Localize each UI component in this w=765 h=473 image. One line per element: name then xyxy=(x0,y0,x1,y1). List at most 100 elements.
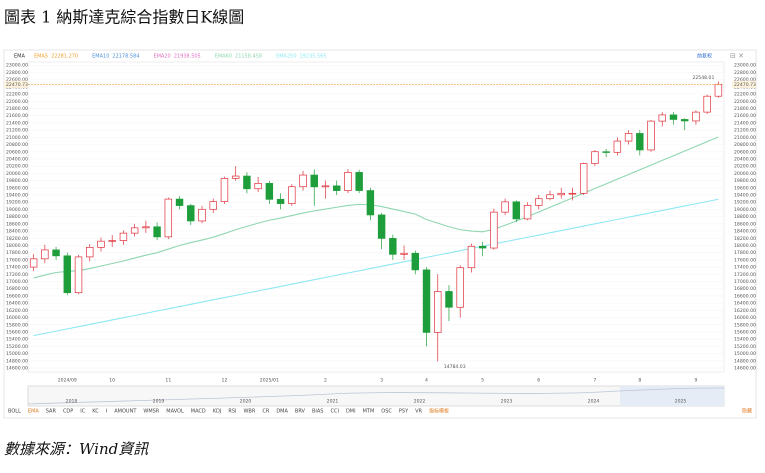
adjust-button[interactable]: 前复权 xyxy=(697,53,712,60)
indicator-tab[interactable]: DMA xyxy=(276,409,288,415)
indicator-tab[interactable]: EMA xyxy=(28,409,39,415)
y-tick-label: 20800.00 xyxy=(6,142,28,148)
x-tick-label: 5 xyxy=(481,378,484,384)
indicator-tab[interactable]: CCI xyxy=(330,409,338,415)
indicator-tab[interactable]: CDP xyxy=(63,409,73,415)
indicator-tab[interactable]: RSI xyxy=(228,409,236,415)
y-tick-label: 18600.00 xyxy=(6,221,28,227)
y-tick-label-right: 21600.00 xyxy=(734,113,756,119)
legend-value[interactable]: 22178.584 xyxy=(112,54,139,60)
y-tick-label: 19400.00 xyxy=(6,193,28,199)
indicator-tab[interactable]: BRV xyxy=(295,409,306,415)
navigator[interactable] xyxy=(27,385,725,407)
navigator-year[interactable]: 2019 xyxy=(153,399,165,405)
indicator-tab[interactable]: MACD xyxy=(191,409,206,415)
candle-body xyxy=(400,252,408,255)
y-tick-label: 17200.00 xyxy=(6,272,28,278)
candle-body xyxy=(714,83,723,97)
hide-button[interactable]: 隐藏 xyxy=(742,408,752,415)
candle-body xyxy=(97,240,105,248)
y-tick-label: 22600.00 xyxy=(6,77,28,83)
candle-body xyxy=(579,163,588,194)
toolbar-label[interactable]: EMA xyxy=(14,54,25,60)
legend-value[interactable]: 22281.270 xyxy=(51,54,78,60)
legend-name[interactable]: EMA250 xyxy=(276,54,296,60)
y-tick-label-right: 19800.00 xyxy=(734,178,756,184)
y-tick-label-right: 14800.00 xyxy=(734,358,756,364)
x-tick-label: 10 xyxy=(109,378,115,384)
indicator-tab[interactable]: I xyxy=(106,409,107,415)
legend-name[interactable]: EMA60 xyxy=(215,54,232,60)
y-tick-label: 17800.00 xyxy=(6,250,28,256)
candle-body xyxy=(478,245,487,249)
navigator-window[interactable] xyxy=(620,386,724,406)
legend-value[interactable]: 21938.505 xyxy=(174,54,201,60)
last-price-label-right: 22470.73 xyxy=(734,82,756,88)
legend-name[interactable]: EMA20 xyxy=(153,54,170,60)
indicator-tab[interactable]: PSY xyxy=(399,409,409,415)
y-tick-label: 16400.00 xyxy=(6,301,28,307)
y-tick-label-right: 16000.00 xyxy=(734,315,756,321)
indicator-tab[interactable]: DMI xyxy=(346,409,356,415)
indicator-tab[interactable]: WBR xyxy=(243,409,255,415)
y-tick-label-right: 20400.00 xyxy=(734,156,756,162)
navigator-year[interactable]: 2024 xyxy=(588,399,600,405)
x-tick-label: 4 xyxy=(425,378,428,384)
y-tick-label-right: 17000.00 xyxy=(734,279,756,285)
indicator-tab[interactable]: MAVOL xyxy=(166,409,184,415)
candle-body xyxy=(321,185,330,188)
y-tick-label-right: 21200.00 xyxy=(734,128,756,134)
indicator-tab[interactable]: BIAS xyxy=(312,409,324,415)
candle-body xyxy=(108,240,116,242)
y-tick-label-right: 21400.00 xyxy=(734,120,756,126)
candle-body xyxy=(175,198,184,206)
y-tick-label: 18800.00 xyxy=(6,214,28,220)
indicator-tab[interactable]: SAR xyxy=(46,409,57,415)
indicator-tab[interactable]: WMSR xyxy=(143,409,159,415)
indicator-tab[interactable]: AMOUNT xyxy=(114,409,137,415)
candle-body xyxy=(86,247,94,258)
candle-body xyxy=(344,172,352,191)
navigator-year[interactable]: 2023 xyxy=(501,399,513,405)
ma-line xyxy=(33,198,719,337)
y-tick-label: 16000.00 xyxy=(6,315,28,321)
legend-name[interactable]: EMA10 xyxy=(92,54,109,60)
candle-body xyxy=(130,227,139,234)
candle-body xyxy=(231,175,240,179)
legend-name[interactable]: EMA5 xyxy=(34,54,48,60)
candle-body xyxy=(265,183,274,200)
y-tick-label-right: 19400.00 xyxy=(734,193,756,199)
legend-value[interactable]: 21158.458 xyxy=(235,54,262,60)
indicator-tab[interactable]: KDJ xyxy=(213,409,222,415)
candle-body xyxy=(332,185,341,191)
window-controls[interactable]: ⊟ ✕ xyxy=(730,52,744,60)
candle-body xyxy=(501,201,509,213)
navigator-year[interactable]: 2025 xyxy=(675,399,687,405)
navigator-year[interactable]: 2022 xyxy=(414,399,426,405)
indicator-tab[interactable]: MTM xyxy=(363,409,375,415)
indicator-tab[interactable]: OSC xyxy=(381,409,392,415)
candle-body xyxy=(535,198,543,206)
x-tick-label: 9 xyxy=(694,378,697,384)
navigator-year[interactable]: 2020 xyxy=(240,399,252,405)
y-tick-label-right: 17800.00 xyxy=(734,250,756,256)
navigator-year[interactable]: 2021 xyxy=(327,399,339,405)
y-tick-label: 15800.00 xyxy=(6,322,28,328)
y-tick-label: 20000.00 xyxy=(6,171,28,177)
indicator-tab[interactable]: KC xyxy=(92,409,99,415)
y-tick-label-right: 16200.00 xyxy=(734,308,756,314)
navigator-year[interactable]: 2018 xyxy=(66,399,78,405)
candle-body xyxy=(546,194,554,200)
legend-value[interactable]: 19235.565 xyxy=(300,54,327,60)
candle-body xyxy=(568,192,577,195)
candle-body xyxy=(254,183,262,190)
indicator-tab[interactable]: IC xyxy=(80,409,85,415)
indicator-tab[interactable]: VR xyxy=(415,409,422,415)
candle-body xyxy=(153,226,161,238)
indicator-tab[interactable]: BOLL xyxy=(8,409,21,415)
y-tick-label-right: 22200.00 xyxy=(734,92,756,98)
indicator-tab[interactable]: CR xyxy=(262,409,269,415)
indicator-tab[interactable]: 指标模板 xyxy=(429,408,449,415)
source-note: 數據來源：Wind資訊 xyxy=(4,440,149,458)
y-tick-label-right: 20600.00 xyxy=(734,149,756,155)
